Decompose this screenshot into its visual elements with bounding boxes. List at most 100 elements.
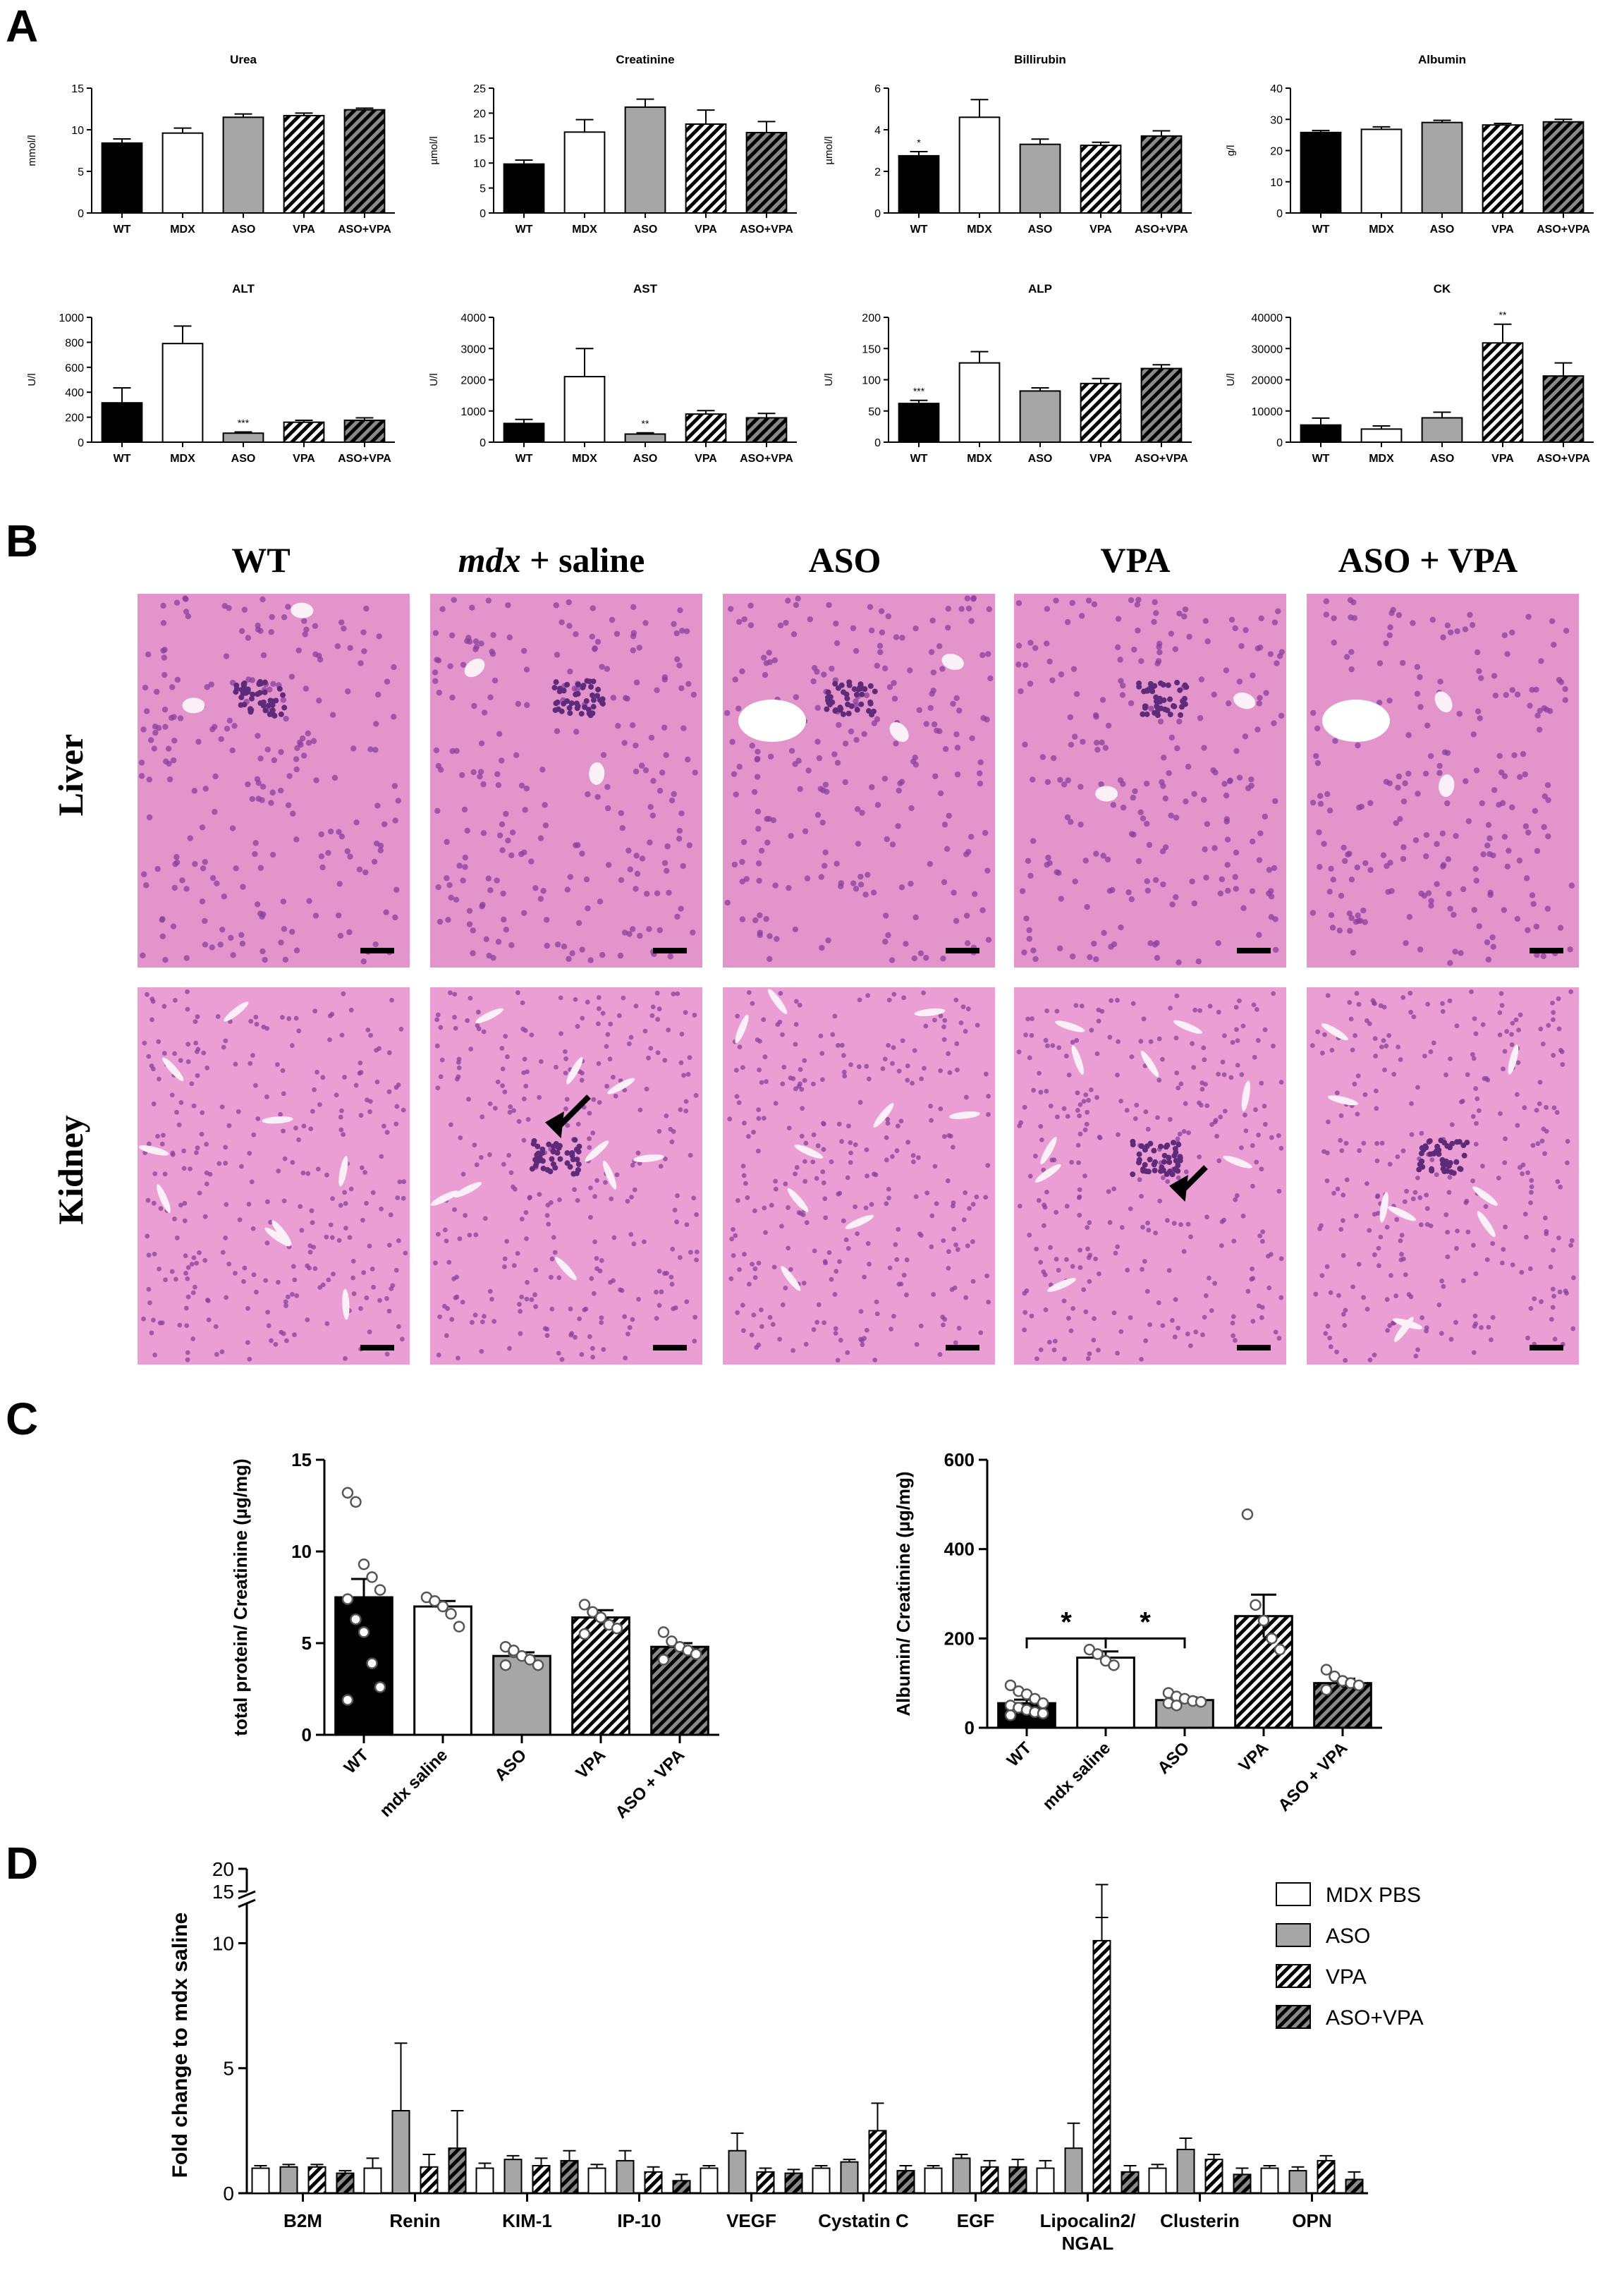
nucleus (144, 708, 150, 714)
nucleus (889, 957, 896, 963)
nucleus (239, 940, 246, 947)
nucleus (492, 1106, 498, 1111)
nucleus (842, 740, 849, 747)
y-tick-label: 800 (65, 337, 84, 349)
nucleus (941, 879, 948, 886)
nucleus (1355, 1111, 1360, 1117)
nucleus (1228, 616, 1235, 623)
nucleus (1341, 1193, 1346, 1198)
nucleus (694, 1257, 699, 1262)
nucleus (1338, 893, 1345, 899)
nucleus (692, 1315, 698, 1320)
nucleus (1271, 1043, 1276, 1049)
nucleus (1216, 1158, 1222, 1164)
nucleus (1428, 1049, 1434, 1054)
nucleus (1206, 1275, 1211, 1281)
nucleus (1152, 599, 1158, 606)
nucleus (752, 1266, 758, 1271)
nucleus (1176, 610, 1183, 617)
nucleus (324, 1321, 330, 1327)
nucleus (596, 1006, 602, 1011)
nucleus (503, 810, 509, 817)
nucleus (587, 1136, 592, 1142)
nucleus (1221, 1072, 1227, 1078)
nucleus (307, 1243, 313, 1248)
nucleus (891, 1045, 896, 1050)
nucleus (1408, 990, 1413, 996)
nucleus (1267, 651, 1274, 657)
nucleus (649, 812, 656, 819)
nucleus (786, 1245, 791, 1251)
tissue-lumen (794, 1145, 824, 1159)
nucleus (654, 1315, 659, 1321)
nucleus (788, 748, 795, 754)
nucleus (152, 729, 159, 736)
nucleus (566, 956, 572, 962)
nucleus (270, 681, 276, 687)
nucleus (1250, 1319, 1256, 1324)
nucleus (1216, 1009, 1221, 1015)
nucleus (563, 1106, 568, 1111)
nucleus (1545, 797, 1551, 803)
nucleus (604, 1083, 610, 1089)
nucleus (772, 882, 779, 889)
nucleus (795, 595, 801, 602)
nucleus (853, 1142, 858, 1147)
bar (279, 2166, 298, 2195)
infiltrate-nucleus (569, 1152, 575, 1159)
nucleus (632, 1187, 637, 1193)
nucleus (183, 609, 190, 615)
infiltrate-nucleus (567, 710, 573, 716)
nucleus (1144, 878, 1150, 884)
infiltrate-nucleus (1135, 1159, 1142, 1166)
nucleus (913, 1194, 919, 1200)
nucleus (1465, 818, 1472, 824)
significance-mark: *** (238, 417, 250, 428)
infiltrate-nucleus (1163, 1144, 1169, 1150)
nucleus (533, 1304, 539, 1310)
nucleus (1075, 1090, 1080, 1096)
nucleus (579, 946, 585, 953)
nucleus (970, 594, 977, 602)
nucleus (912, 1048, 917, 1053)
nucleus (1343, 1140, 1349, 1146)
nucleus (954, 744, 961, 751)
nucleus (212, 809, 218, 815)
nucleus (379, 1206, 384, 1212)
nucleus (1446, 891, 1452, 897)
nucleus (641, 1239, 647, 1245)
nucleus (1410, 620, 1416, 626)
nucleus (1213, 1118, 1219, 1123)
nucleus (874, 1299, 879, 1305)
bar (784, 2172, 803, 2194)
nucleus (904, 1257, 910, 1262)
nucleus (1069, 599, 1075, 606)
nucleus (1396, 1044, 1401, 1050)
nucleus (1443, 1072, 1448, 1078)
nucleus (825, 937, 831, 944)
nucleus (1251, 1002, 1257, 1008)
nucleus (209, 944, 215, 951)
nucleus (1262, 813, 1269, 820)
nucleus (278, 787, 284, 794)
bar (283, 421, 325, 443)
x-tick-label: VPA (1089, 224, 1112, 236)
nucleus (194, 1049, 200, 1054)
tissue-lumen (1328, 1095, 1358, 1106)
nucleus (650, 1004, 656, 1010)
bar (587, 2167, 606, 2194)
nucleus (195, 1014, 200, 1020)
nucleus (1520, 751, 1527, 757)
nucleus (523, 1083, 529, 1089)
tissue-lumen (555, 1257, 577, 1281)
nucleus (1533, 923, 1540, 930)
nucleus (553, 602, 559, 609)
nucleus (1166, 1268, 1172, 1273)
nucleus (1101, 929, 1107, 937)
infiltrate-nucleus (825, 689, 831, 695)
nucleus (1374, 1158, 1380, 1164)
nucleus (814, 1319, 820, 1325)
infiltrate-nucleus (846, 682, 853, 688)
nucleus (741, 616, 747, 623)
nucleus (889, 1327, 893, 1331)
